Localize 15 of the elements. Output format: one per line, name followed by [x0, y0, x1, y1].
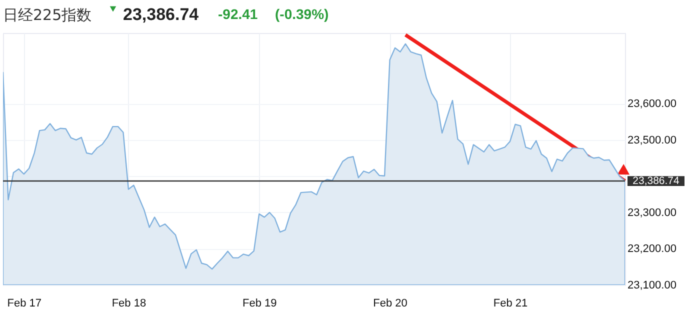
x-tick-label: Feb 19 [242, 298, 277, 310]
y-tick-label: 23,200.00 [628, 243, 676, 256]
y-tick-label: 23,100.00 [628, 280, 676, 292]
x-tick-label: Feb 17 [7, 298, 42, 310]
y-tick-label: 23,500.00 [628, 134, 676, 146]
text: (-0.39%) [275, 6, 329, 22]
ref-line-label: 23,386.74 [632, 175, 680, 188]
x-tick-label: Feb 18 [112, 298, 146, 310]
chart-title: 日经225指数 [3, 6, 92, 24]
text: -92.41 [218, 6, 258, 22]
x-tick-label: Feb 20 [373, 298, 408, 310]
y-tick-label: 23,300.00 [628, 206, 676, 219]
y-tick-label: 23,600.00 [628, 98, 676, 110]
text: 23,386.74 [123, 5, 200, 24]
x-tick-label: Feb 21 [493, 298, 528, 310]
